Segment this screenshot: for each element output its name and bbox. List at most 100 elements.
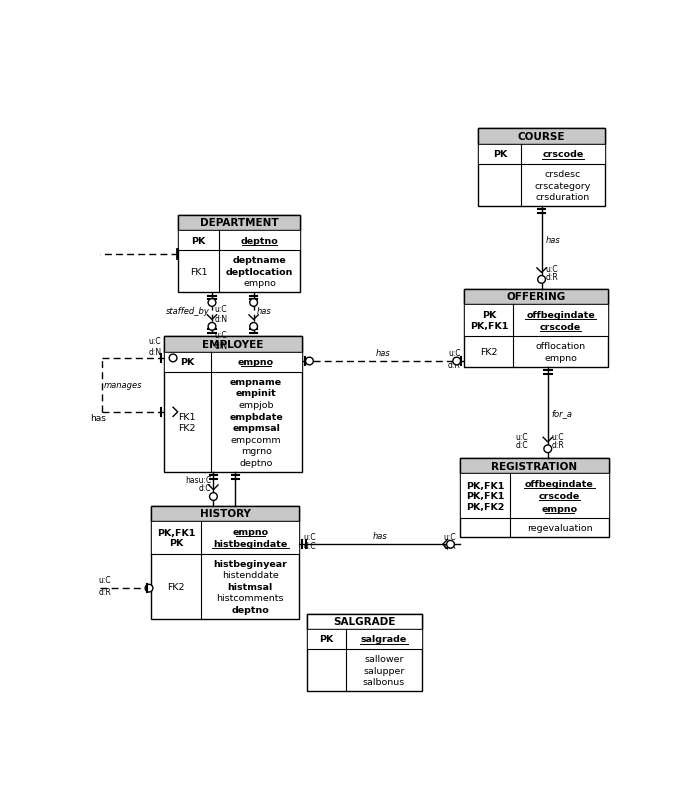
Text: FK2: FK2 xyxy=(167,582,185,591)
Text: u:C: u:C xyxy=(443,533,456,541)
Text: empbdate: empbdate xyxy=(229,412,283,421)
Text: deptlocation: deptlocation xyxy=(226,268,293,277)
Bar xyxy=(178,216,300,231)
Text: empno: empno xyxy=(238,358,274,367)
Text: u:C: u:C xyxy=(303,533,316,541)
Bar xyxy=(464,305,608,337)
Text: d:R: d:R xyxy=(551,440,564,449)
Text: salgrade: salgrade xyxy=(361,634,407,644)
Text: salbonus: salbonus xyxy=(363,678,405,687)
Text: u:C
d:N: u:C d:N xyxy=(215,305,228,324)
Text: OFFERING: OFFERING xyxy=(506,292,566,302)
Text: empinit: empinit xyxy=(236,389,277,398)
Bar xyxy=(478,144,604,164)
Bar xyxy=(178,216,300,293)
Text: PK,FK1
PK,FK1
PK,FK2: PK,FK1 PK,FK1 PK,FK2 xyxy=(466,481,504,511)
Circle shape xyxy=(538,276,545,284)
Text: empcomm: empcomm xyxy=(231,435,282,444)
Text: crsdesc: crsdesc xyxy=(545,170,581,179)
Text: has: has xyxy=(545,236,560,245)
Text: PK: PK xyxy=(191,237,206,245)
Text: u:C: u:C xyxy=(545,265,558,274)
Text: staffed_by: staffed_by xyxy=(166,306,210,316)
Text: PK,FK1
PK: PK,FK1 PK xyxy=(157,528,195,547)
Circle shape xyxy=(250,299,257,307)
Circle shape xyxy=(210,493,217,500)
Bar xyxy=(307,630,422,649)
Circle shape xyxy=(306,358,313,366)
Text: PK
PK,FK1: PK PK,FK1 xyxy=(470,311,508,330)
Circle shape xyxy=(208,299,216,307)
Text: manages: manages xyxy=(104,381,143,390)
Text: deptno: deptno xyxy=(231,605,269,614)
Text: d:R: d:R xyxy=(448,360,461,369)
Bar xyxy=(164,352,302,372)
Text: empno: empno xyxy=(544,354,577,363)
Text: sallower: sallower xyxy=(364,654,404,663)
Circle shape xyxy=(145,585,153,592)
Text: PK: PK xyxy=(493,150,507,159)
Text: histbegindate: histbegindate xyxy=(213,539,288,549)
Bar xyxy=(460,459,609,474)
Text: u:C
d:N: u:C d:N xyxy=(215,330,228,350)
Text: FK2: FK2 xyxy=(480,348,497,357)
Bar xyxy=(307,614,422,630)
Text: u:C: u:C xyxy=(551,432,564,442)
Circle shape xyxy=(169,354,177,363)
Text: COURSE: COURSE xyxy=(518,132,565,142)
Text: PK: PK xyxy=(319,634,334,644)
Text: deptno: deptno xyxy=(239,458,273,468)
Text: empname: empname xyxy=(230,378,282,387)
Bar xyxy=(478,129,604,207)
Text: d:R: d:R xyxy=(545,273,558,282)
Circle shape xyxy=(544,445,551,453)
Text: FK1
FK2: FK1 FK2 xyxy=(179,412,196,432)
Text: crscode: crscode xyxy=(540,322,581,331)
Text: has: has xyxy=(90,414,106,423)
Circle shape xyxy=(250,323,257,330)
Bar xyxy=(164,337,302,472)
Text: histbeginyear: histbeginyear xyxy=(213,559,287,568)
Text: u:C: u:C xyxy=(448,349,461,358)
Text: d:C: d:C xyxy=(199,484,211,492)
Text: histmsal: histmsal xyxy=(228,582,273,591)
Bar xyxy=(178,231,300,251)
Text: histenddate: histenddate xyxy=(222,570,279,580)
Text: u:C
d:N: u:C d:N xyxy=(148,337,161,356)
Bar xyxy=(307,614,422,691)
Text: offbegindate: offbegindate xyxy=(526,310,595,319)
Bar xyxy=(464,290,608,305)
Text: d:R: d:R xyxy=(443,542,456,551)
Text: EMPLOYEE: EMPLOYEE xyxy=(202,339,264,350)
Text: crscode: crscode xyxy=(539,492,580,500)
Text: empno: empno xyxy=(233,527,268,536)
Text: empno: empno xyxy=(244,279,276,288)
Text: histcomments: histcomments xyxy=(217,593,284,602)
Text: offlocation: offlocation xyxy=(535,342,586,351)
Text: SALGRADE: SALGRADE xyxy=(333,617,395,626)
Text: has: has xyxy=(375,349,391,358)
Circle shape xyxy=(208,323,216,330)
Text: hasu:C: hasu:C xyxy=(185,476,211,484)
Text: u:C: u:C xyxy=(515,432,529,442)
Text: HISTORY: HISTORY xyxy=(199,508,250,519)
Bar xyxy=(460,459,609,537)
Bar xyxy=(464,290,608,367)
Text: crsduration: crsduration xyxy=(536,192,590,202)
Text: offbegindate: offbegindate xyxy=(525,480,594,488)
Text: regevaluation: regevaluation xyxy=(526,524,592,533)
Text: REGISTRATION: REGISTRATION xyxy=(491,461,578,471)
Text: d:C: d:C xyxy=(303,542,316,551)
Circle shape xyxy=(453,358,461,366)
Bar xyxy=(460,474,609,518)
Text: d:R: d:R xyxy=(99,587,111,596)
Text: FK1: FK1 xyxy=(190,268,207,277)
Text: empjob: empjob xyxy=(239,400,274,410)
Text: has: has xyxy=(372,532,387,541)
Text: PK: PK xyxy=(180,358,195,367)
Text: for_a: for_a xyxy=(551,408,573,418)
Text: empno: empno xyxy=(542,504,578,513)
Text: u:C: u:C xyxy=(99,576,111,585)
Text: salupper: salupper xyxy=(364,666,404,674)
Bar xyxy=(478,129,604,144)
